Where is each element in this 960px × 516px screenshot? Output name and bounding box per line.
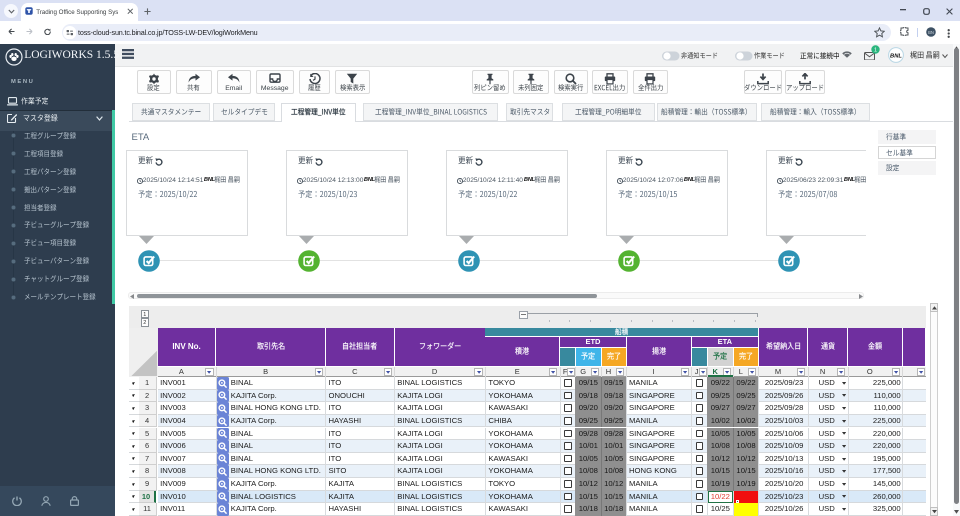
- svg-text:1: 1: [874, 47, 877, 53]
- svg-text:BN: BN: [928, 30, 934, 35]
- svg-text:BNL: BNL: [890, 53, 902, 59]
